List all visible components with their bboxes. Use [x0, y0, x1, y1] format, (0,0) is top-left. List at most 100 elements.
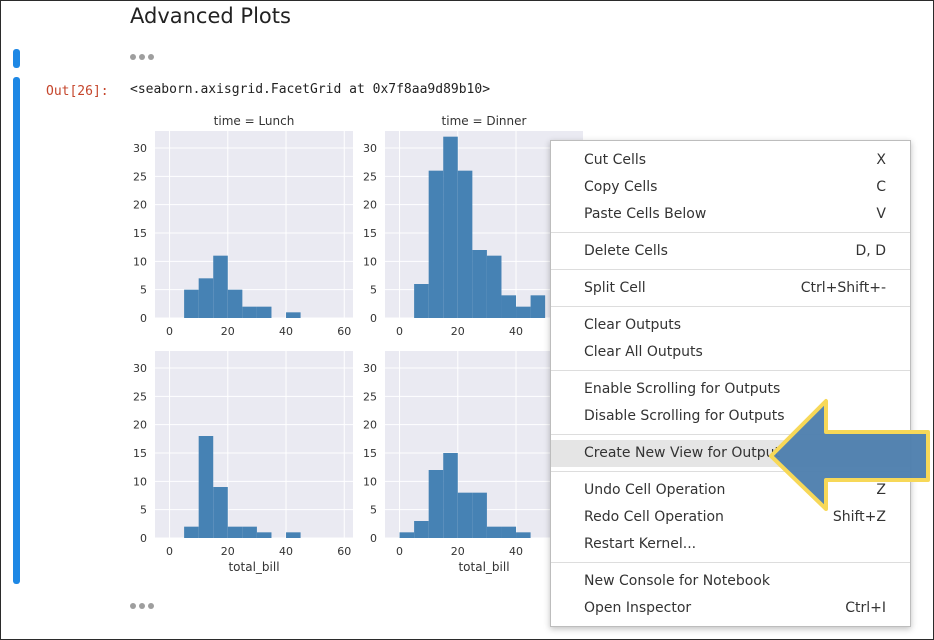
- collapsed-cell-ellipsis[interactable]: [130, 54, 158, 62]
- facet-title: time = Dinner: [442, 114, 527, 128]
- y-tick-label: 25: [133, 170, 147, 183]
- histogram-bar: [457, 492, 473, 538]
- menu-item-label: Clear Outputs: [584, 317, 681, 333]
- y-tick-label: 15: [133, 447, 147, 460]
- collapsed-cell-ellipsis[interactable]: [130, 603, 158, 611]
- y-tick-label: 15: [363, 227, 377, 240]
- histogram-bar: [443, 453, 458, 538]
- y-tick-label: 20: [363, 199, 377, 212]
- x-tick-label: 60: [337, 325, 351, 338]
- x-tick-label: 0: [166, 545, 173, 558]
- histogram-bar: [443, 136, 458, 318]
- histogram-bar: [184, 526, 199, 538]
- output-collapser[interactable]: [13, 77, 20, 584]
- y-tick-label: 30: [363, 142, 377, 155]
- y-tick-label: 5: [140, 504, 147, 517]
- menu-item-shortcut: Z: [876, 482, 886, 498]
- y-tick-label: 5: [370, 504, 377, 517]
- histogram-bar: [242, 526, 257, 538]
- histogram-bar: [472, 492, 487, 538]
- menu-item-undo-cell-operation[interactable]: Undo Cell Operation Z: [551, 477, 910, 504]
- x-tick-label: 40: [509, 325, 523, 338]
- histogram-bar: [414, 284, 429, 318]
- menu-item-label: Split Cell: [584, 280, 646, 296]
- histogram-bar: [227, 289, 243, 318]
- y-tick-label: 0: [370, 532, 377, 545]
- histogram-bar: [286, 532, 301, 538]
- facet-grid-plot: 0 5 10 15 20 25 30 0 20 40 60 time = Lunch 0 5 10 15 20 2…: [133, 114, 583, 574]
- histogram-bar: [501, 526, 517, 538]
- y-tick-label: 10: [133, 255, 147, 268]
- y-tick-label: 0: [140, 312, 147, 325]
- cell-collapser[interactable]: [13, 49, 20, 68]
- histogram-bar: [256, 532, 272, 538]
- y-tick-label: 10: [133, 475, 147, 488]
- histogram-bar: [198, 278, 214, 318]
- y-tick-label: 30: [133, 142, 147, 155]
- x-tick-label: 20: [451, 545, 465, 558]
- menu-separator: [551, 562, 910, 563]
- menu-item-disable-scrolling-for-outputs[interactable]: Disable Scrolling for Outputs: [551, 403, 910, 430]
- menu-item-shortcut: Ctrl+Shift+-: [800, 280, 886, 296]
- menu-item-open-inspector[interactable]: Open Inspector Ctrl+I: [551, 595, 910, 622]
- x-tick-label: 0: [166, 325, 173, 338]
- histogram-bar: [457, 170, 473, 318]
- menu-item-delete-cells[interactable]: Delete Cells D, D: [551, 238, 910, 265]
- menu-item-cut-cells[interactable]: Cut Cells X: [551, 147, 910, 174]
- histogram-bar: [486, 255, 502, 318]
- y-tick-label: 10: [363, 475, 377, 488]
- menu-item-label: Paste Cells Below: [584, 206, 707, 222]
- y-tick-label: 0: [370, 312, 377, 325]
- menu-item-shortcut: Shift+Z: [832, 509, 886, 525]
- histogram-bar: [399, 532, 415, 538]
- y-tick-label: 25: [133, 390, 147, 403]
- menu-item-shortcut: C: [876, 179, 886, 195]
- menu-separator: [551, 370, 910, 371]
- menu-item-shortcut: X: [876, 152, 886, 168]
- menu-item-shortcut: Ctrl+I: [845, 600, 886, 616]
- menu-item-label: Delete Cells: [584, 243, 668, 259]
- y-tick-label: 15: [363, 447, 377, 460]
- menu-item-shortcut: D, D: [855, 243, 886, 259]
- histogram-bar: [516, 532, 531, 538]
- context-menu: Cut Cells X Copy Cells C Paste Cells Below V D…: [550, 140, 911, 627]
- menu-item-copy-cells[interactable]: Copy Cells C: [551, 174, 910, 201]
- histogram-bar: [472, 250, 487, 318]
- histogram-bar: [486, 526, 502, 538]
- y-tick-label: 20: [363, 419, 377, 432]
- histogram-bar: [501, 295, 517, 318]
- section-heading: Advanced Plots: [130, 4, 291, 28]
- menu-item-redo-cell-operation[interactable]: Redo Cell Operation Shift+Z: [551, 504, 910, 531]
- menu-separator: [551, 471, 910, 472]
- menu-item-label: Clear All Outputs: [584, 344, 703, 360]
- y-tick-label: 25: [363, 170, 377, 183]
- axes-background: [155, 351, 353, 538]
- menu-separator: [551, 306, 910, 307]
- menu-item-new-console-for-notebook[interactable]: New Console for Notebook: [551, 568, 910, 595]
- histogram-bar: [516, 306, 531, 318]
- menu-item-clear-outputs[interactable]: Clear Outputs: [551, 312, 910, 339]
- y-tick-label: 30: [363, 362, 377, 375]
- menu-separator: [551, 269, 910, 270]
- x-tick-label: 20: [451, 325, 465, 338]
- menu-item-restart-kernel[interactable]: Restart Kernel...: [551, 531, 910, 558]
- y-tick-label: 20: [133, 199, 147, 212]
- menu-item-enable-scrolling-for-outputs[interactable]: Enable Scrolling for Outputs: [551, 376, 910, 403]
- facet-title: time = Lunch: [214, 114, 295, 128]
- menu-item-label: New Console for Notebook: [584, 573, 770, 589]
- x-tick-label: 40: [509, 545, 523, 558]
- menu-item-label: Copy Cells: [584, 179, 658, 195]
- histogram-bar: [242, 306, 257, 318]
- menu-item-split-cell[interactable]: Split Cell Ctrl+Shift+-: [551, 275, 910, 302]
- y-tick-label: 5: [370, 284, 377, 297]
- menu-separator: [551, 232, 910, 233]
- histogram-bar: [227, 526, 243, 538]
- y-tick-label: 5: [140, 284, 147, 297]
- x-tick-label: 20: [221, 325, 235, 338]
- menu-item-paste-cells-below[interactable]: Paste Cells Below V: [551, 201, 910, 228]
- menu-item-label: Cut Cells: [584, 152, 647, 168]
- menu-item-label: Restart Kernel...: [584, 536, 697, 552]
- menu-item-clear-all-outputs[interactable]: Clear All Outputs: [551, 339, 910, 366]
- x-tick-label: 20: [221, 545, 235, 558]
- x-tick-label: 0: [396, 545, 403, 558]
